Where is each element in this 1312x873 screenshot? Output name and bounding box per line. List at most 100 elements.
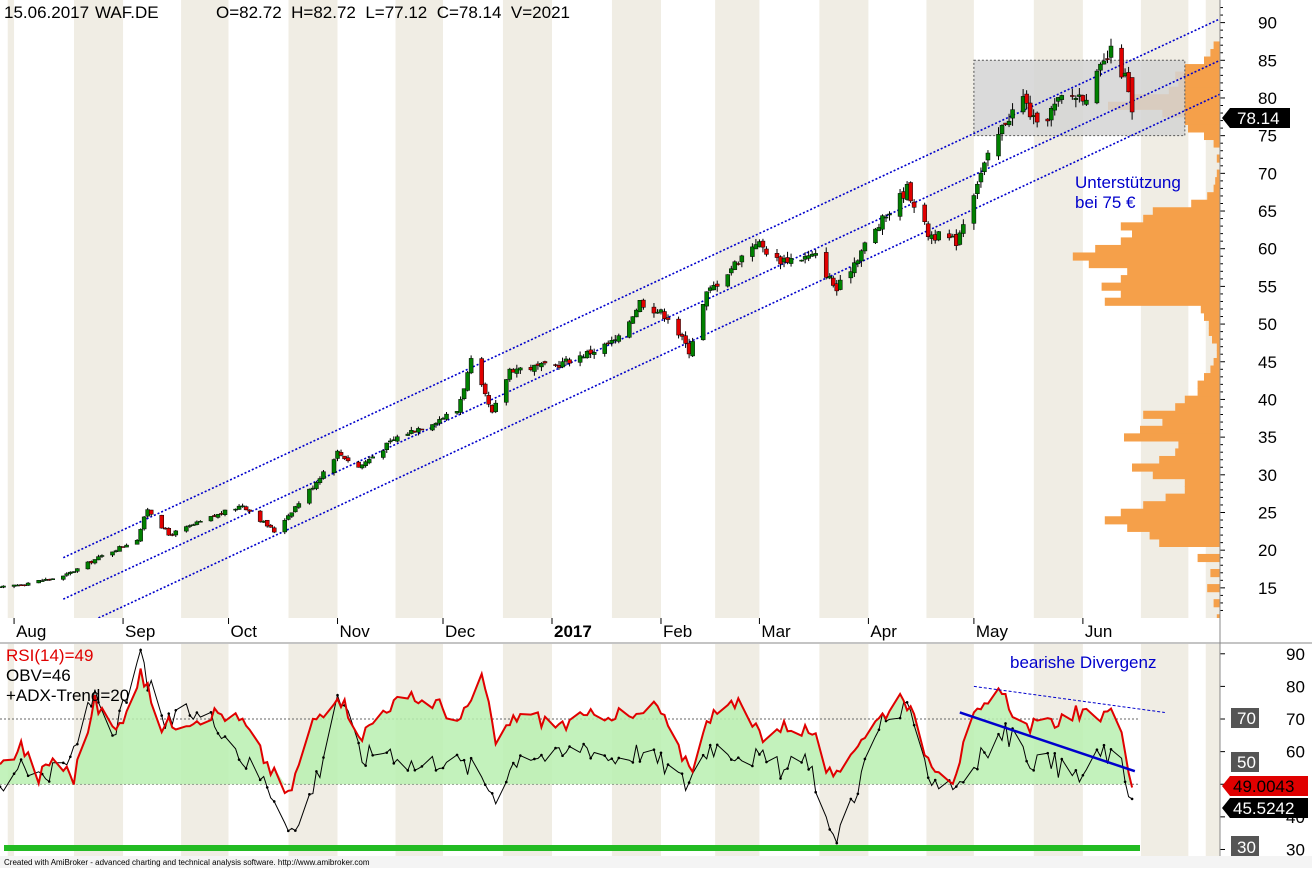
obv-point — [962, 780, 965, 784]
candle-up — [634, 309, 639, 318]
candle-up — [39, 580, 45, 582]
obv-point — [47, 780, 51, 783]
candle-up — [363, 461, 368, 467]
volume-profile-bar — [1216, 350, 1220, 359]
candle-up — [173, 530, 179, 536]
volume-profile-bar — [1208, 320, 1220, 329]
candle-up — [296, 503, 302, 508]
obv-point — [385, 751, 389, 754]
candle-up — [96, 556, 101, 561]
obv-point — [1109, 748, 1113, 751]
obv-point — [97, 701, 100, 704]
candle-up — [458, 399, 463, 413]
candle-up — [873, 228, 878, 244]
candle-up — [184, 526, 189, 532]
obv-point — [1123, 780, 1127, 784]
month-label: Aug — [16, 622, 46, 641]
rsi-fill — [0, 668, 1133, 785]
volume-profile-bar — [1213, 357, 1220, 367]
candle-up — [395, 436, 400, 442]
volume-profile-bar — [1140, 425, 1220, 434]
price-tick-label: 50 — [1258, 315, 1277, 334]
candle-up — [240, 505, 245, 508]
candle-up — [289, 512, 295, 517]
obv-point — [933, 778, 937, 782]
obv-point — [905, 701, 909, 704]
obv-point — [1053, 752, 1057, 755]
month-label: Apr — [870, 622, 897, 641]
month-label: Oct — [231, 622, 258, 641]
price-y-axis: 15 20 25 30 35 40 45 50 55 60 65 70 75 80 85 90 — [1220, 7, 1277, 611]
month-band — [819, 0, 869, 618]
volume-profile-bar — [1152, 471, 1220, 480]
obv-point — [617, 756, 621, 760]
candle-up — [630, 316, 636, 324]
obv-point — [680, 772, 684, 775]
candle-up — [124, 544, 129, 548]
obv-point — [1130, 797, 1134, 801]
level-30-label: 30 — [1237, 838, 1256, 857]
volume-profile-bar — [1210, 48, 1220, 58]
obv-point — [462, 758, 466, 762]
indicator-panel[interactable]: RSI(14)=49 OBV=46 +ADX-Trend=20 bearishe… — [0, 644, 1220, 860]
month-band — [181, 0, 229, 618]
price-panel[interactable]: 15.06.2017 WAF.DE O=82.72 H=82.72 L=77.1… — [0, 0, 1221, 623]
obv-point — [877, 728, 881, 732]
price-tick-label: 90 — [1258, 14, 1277, 33]
obv-point — [582, 742, 585, 746]
candle-up — [321, 471, 326, 479]
candle-up — [539, 362, 544, 368]
candle-down — [243, 506, 249, 511]
volume-profile-bar — [1213, 184, 1220, 193]
obv-point — [0, 785, 2, 788]
candle-down — [271, 527, 277, 533]
candle-up — [64, 573, 70, 576]
candle-down — [736, 263, 741, 265]
candle-up — [627, 321, 632, 338]
candle-up — [370, 456, 375, 459]
obv-point — [139, 648, 142, 652]
candle-up — [852, 262, 857, 274]
trend-channels — [62, 18, 1221, 619]
candle-up — [314, 482, 319, 489]
volume-profile-bar — [1197, 380, 1220, 389]
obv-point — [638, 760, 642, 763]
rsi-label: RSI(14)=49 — [6, 646, 93, 665]
candle-down — [605, 342, 611, 345]
obv-point — [167, 712, 171, 715]
candle-up — [514, 368, 520, 374]
price-tick-label: 35 — [1258, 428, 1277, 447]
candle-up — [50, 578, 55, 580]
candle-down — [925, 223, 931, 237]
candle-up — [602, 343, 607, 354]
obv-point — [371, 754, 374, 757]
volume-profile-bar — [1104, 297, 1220, 306]
price-tick-label: 25 — [1258, 503, 1277, 522]
month-band — [288, 0, 338, 618]
rsi-line — [0, 668, 1134, 795]
volume-profile-bar — [1207, 192, 1220, 201]
candle-down — [911, 201, 917, 208]
obv-point — [1081, 773, 1085, 777]
obv-point — [26, 774, 30, 778]
volume-profile-bar — [1213, 139, 1220, 148]
candle-up — [1101, 60, 1107, 65]
month-band — [7, 0, 15, 618]
candle-down — [159, 514, 164, 529]
candle-down — [588, 349, 593, 354]
candle-down — [1105, 58, 1110, 60]
candle-up — [493, 402, 498, 412]
obv-point — [504, 780, 508, 784]
volume-profile-bar — [1191, 199, 1220, 208]
candle-up — [208, 516, 214, 522]
volume-profile-bar — [1210, 569, 1220, 578]
candle-down — [651, 306, 657, 314]
obv-point — [589, 756, 592, 760]
candle-up — [838, 279, 843, 290]
indicator-lines — [0, 648, 1134, 845]
candle-up — [813, 253, 818, 256]
candle-up — [848, 271, 854, 279]
volume-profile-bar — [1143, 214, 1220, 223]
indicator-tick-label: 80 — [1286, 677, 1305, 696]
